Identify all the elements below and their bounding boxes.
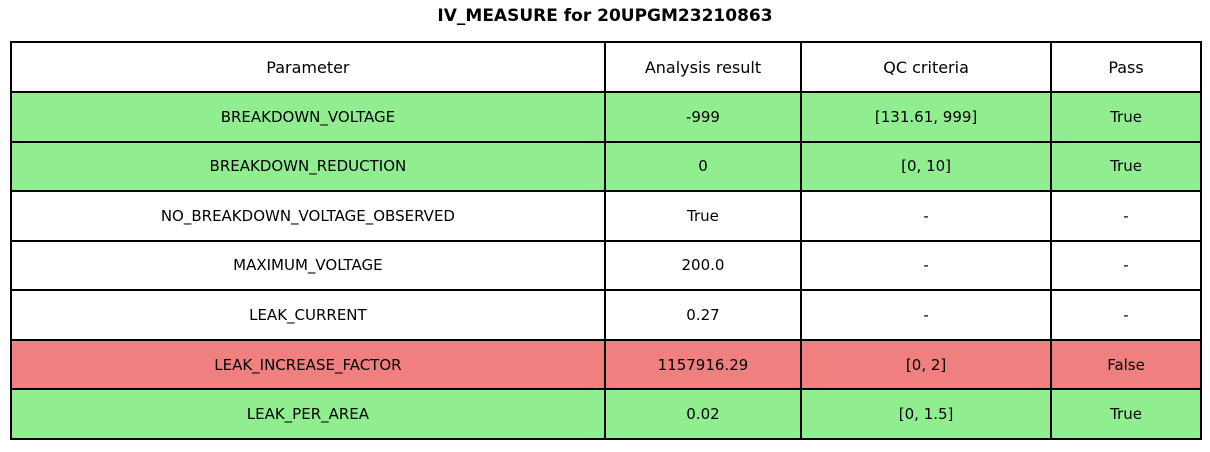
- qc-criteria-cell: [131.61, 999]: [800, 91, 1053, 143]
- parameter-cell: LEAK_CURRENT: [10, 289, 606, 341]
- analysis-result-cell: 0.27: [603, 289, 803, 341]
- table-row: MAXIMUM_VOLTAGE 200.0 - -: [10, 239, 1202, 292]
- qc-criteria-cell: -: [800, 239, 1053, 292]
- column-header-parameter: Parameter: [10, 41, 606, 93]
- qc-criteria-cell: -: [800, 289, 1053, 341]
- column-header-analysis-result: Analysis result: [603, 41, 803, 93]
- pass-cell: -: [1050, 190, 1202, 242]
- analysis-result-cell: 200.0: [603, 239, 803, 292]
- table-row: LEAK_CURRENT 0.27 - -: [10, 289, 1202, 341]
- qc-results-table: Parameter Analysis result QC criteria Pa…: [10, 41, 1202, 440]
- column-header-pass: Pass: [1050, 41, 1202, 93]
- table-row: NO_BREAKDOWN_VOLTAGE_OBSERVED True - -: [10, 190, 1202, 242]
- parameter-cell: LEAK_PER_AREA: [10, 388, 606, 440]
- table-header-row: Parameter Analysis result QC criteria Pa…: [10, 41, 1202, 93]
- pass-cell: False: [1050, 338, 1202, 391]
- table-row: LEAK_INCREASE_FACTOR 1157916.29 [0, 2] F…: [10, 338, 1202, 391]
- parameter-cell: MAXIMUM_VOLTAGE: [10, 239, 606, 292]
- pass-cell: -: [1050, 289, 1202, 341]
- parameter-cell: BREAKDOWN_VOLTAGE: [10, 91, 606, 143]
- analysis-result-cell: 1157916.29: [603, 338, 803, 391]
- table-row: BREAKDOWN_VOLTAGE -999 [131.61, 999] Tru…: [10, 91, 1202, 143]
- analysis-result-cell: 0.02: [603, 388, 803, 440]
- column-header-qc-criteria: QC criteria: [800, 41, 1053, 93]
- analysis-result-cell: True: [603, 190, 803, 242]
- analysis-result-cell: 0: [603, 140, 803, 193]
- qc-criteria-cell: [0, 2]: [800, 338, 1053, 391]
- qc-criteria-cell: [0, 1.5]: [800, 388, 1053, 440]
- pass-cell: -: [1050, 239, 1202, 292]
- qc-criteria-cell: [0, 10]: [800, 140, 1053, 193]
- table-row: BREAKDOWN_REDUCTION 0 [0, 10] True: [10, 140, 1202, 193]
- qc-criteria-cell: -: [800, 190, 1053, 242]
- parameter-cell: NO_BREAKDOWN_VOLTAGE_OBSERVED: [10, 190, 606, 242]
- parameter-cell: BREAKDOWN_REDUCTION: [10, 140, 606, 193]
- page-title: IV_MEASURE for 20UPGM23210863: [437, 6, 773, 26]
- pass-cell: True: [1050, 388, 1202, 440]
- parameter-cell: LEAK_INCREASE_FACTOR: [10, 338, 606, 391]
- pass-cell: True: [1050, 91, 1202, 143]
- analysis-result-cell: -999: [603, 91, 803, 143]
- table-row: LEAK_PER_AREA 0.02 [0, 1.5] True: [10, 388, 1202, 440]
- pass-cell: True: [1050, 140, 1202, 193]
